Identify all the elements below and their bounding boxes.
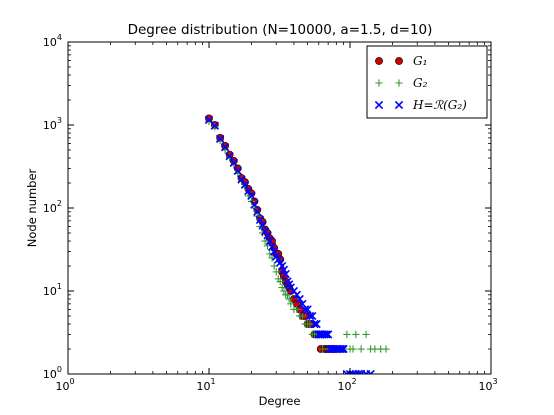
data-point: [343, 330, 351, 338]
data-point: [258, 221, 267, 230]
data-point: [298, 312, 307, 320]
data-point: [278, 283, 286, 292]
data-point: [305, 311, 315, 321]
legend-marker: [395, 79, 403, 87]
y-axis-label: Node number: [25, 168, 39, 247]
data-point: [220, 143, 230, 152]
legend-label: G₁: [413, 54, 427, 68]
data-point: [310, 319, 319, 329]
y-tick-label: 104: [43, 33, 62, 49]
data-point: [250, 200, 259, 209]
data-point: [295, 294, 304, 304]
legend-box: [366, 45, 488, 119]
data-point: [362, 330, 370, 338]
data-point: [270, 247, 279, 256]
data-point: [279, 265, 289, 274]
data-point: [255, 215, 265, 225]
x-tick-label: 100: [55, 377, 74, 393]
data-point: [280, 287, 288, 295]
data-point: [354, 369, 363, 374]
data-point: [240, 180, 250, 190]
chart-title: Degree distribution (N=10000, a=1.5, d=1…: [128, 22, 433, 38]
data-point: [338, 344, 347, 354]
legend-marker: [395, 57, 403, 65]
legend-label: H=ℛ(G₂): [412, 98, 467, 112]
data-point: [352, 330, 360, 338]
data-point: [225, 152, 234, 161]
data-point: [229, 158, 238, 168]
data-point: [312, 319, 321, 329]
data-point: [292, 290, 302, 299]
data-point: [272, 268, 280, 276]
legend-marker: [394, 100, 404, 110]
legend-marker: [375, 79, 383, 87]
data-point: [281, 269, 290, 279]
data-point: [322, 330, 331, 339]
data-point: [303, 305, 312, 314]
data-point: [336, 344, 345, 354]
data-point: [357, 345, 365, 353]
data-point: [308, 311, 317, 321]
x-tick-label: 103: [478, 377, 497, 393]
data-point: [244, 186, 253, 196]
data-point: [342, 369, 352, 374]
legend-marker: [375, 57, 383, 65]
legend-marker: [374, 100, 384, 110]
data-point: [276, 277, 284, 286]
legend: G₁ G₂ H=ℛ(G₂): [366, 45, 488, 119]
data-point: [263, 231, 272, 240]
data-point: [287, 300, 295, 308]
data-point: [349, 345, 357, 353]
data-point: [306, 320, 314, 328]
series-3: [204, 115, 375, 374]
series-layer: [204, 114, 390, 374]
data-point: [215, 134, 225, 144]
data-point: [382, 345, 390, 353]
data-point: [320, 330, 329, 339]
x-axis-label: Degree: [259, 394, 301, 408]
x-tick-label: 102: [337, 377, 356, 393]
data-point: [285, 295, 293, 303]
x-tick-label: 101: [196, 377, 215, 393]
data-point: [366, 369, 375, 374]
data-point: [237, 175, 246, 184]
data-point: [300, 305, 310, 314]
legend-label: G₂: [413, 76, 428, 90]
tick-layer: 100 101 102 103 100 101 102 103 104: [43, 33, 498, 393]
data-point: [233, 166, 242, 176]
y-tick-label: 101: [43, 282, 62, 298]
data-point: [247, 191, 256, 201]
data-point: [283, 291, 292, 299]
y-tick-label: 100: [43, 365, 62, 381]
data-point: [265, 236, 274, 246]
data-point: [293, 305, 301, 314]
data-point: [260, 227, 270, 236]
y-tick-label: 103: [43, 116, 62, 132]
data-point: [339, 344, 348, 354]
y-tick-label: 102: [43, 199, 62, 215]
data-point: [253, 207, 262, 216]
data-point: [267, 242, 277, 252]
data-point: [210, 121, 220, 130]
data-point: [323, 330, 333, 339]
